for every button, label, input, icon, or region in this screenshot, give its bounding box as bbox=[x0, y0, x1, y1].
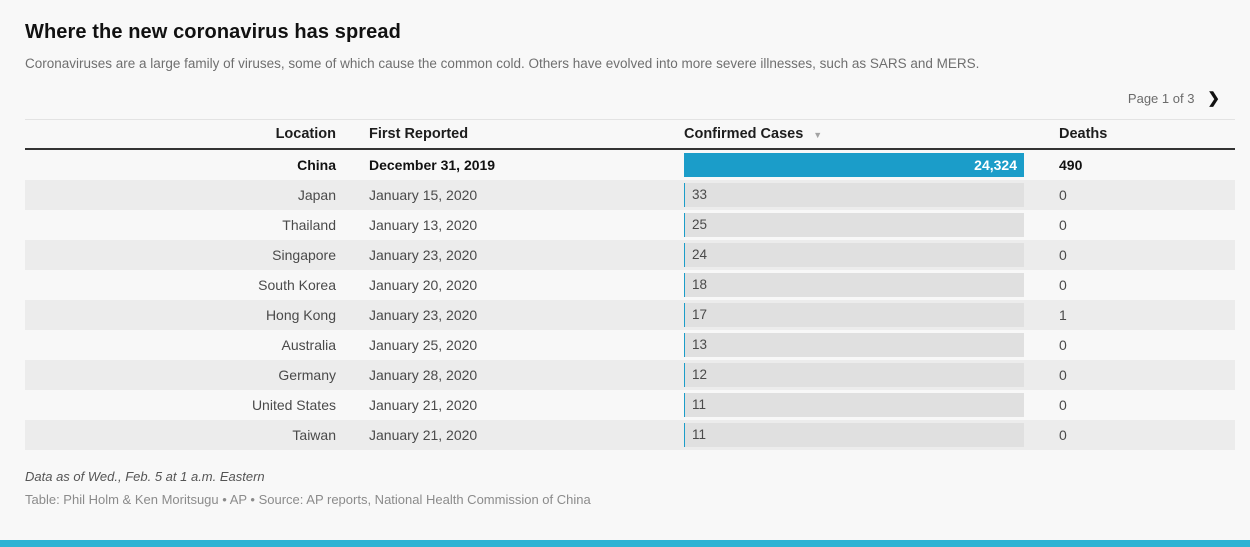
column-header-deaths[interactable]: Deaths bbox=[1059, 126, 1108, 142]
confirmed-cases-value: 24,324 bbox=[974, 157, 1017, 173]
cell-confirmed-cases: 11 bbox=[684, 423, 1024, 447]
cell-first-reported: January 25, 2020 bbox=[369, 337, 478, 353]
cell-first-reported: January 13, 2020 bbox=[369, 217, 478, 233]
table-row: Australia January 25, 2020 13 0 bbox=[25, 330, 1235, 360]
accent-bottom-bar bbox=[0, 540, 1250, 547]
cell-deaths: 0 bbox=[1059, 217, 1067, 233]
cell-location: Taiwan bbox=[292, 427, 336, 443]
cell-location: United States bbox=[251, 397, 336, 413]
confirmed-cases-value: 12 bbox=[692, 367, 708, 382]
table-row: Germany January 28, 2020 12 0 bbox=[25, 360, 1235, 390]
cell-first-reported: December 31, 2019 bbox=[369, 157, 496, 173]
cell-first-reported: January 28, 2020 bbox=[369, 367, 478, 383]
cell-confirmed-cases: 13 bbox=[684, 333, 1024, 357]
cell-confirmed-cases: 33 bbox=[684, 183, 1024, 207]
cell-first-reported: January 20, 2020 bbox=[369, 277, 478, 293]
cell-location: China bbox=[297, 157, 336, 173]
confirmed-cases-bar-track: 24 bbox=[684, 243, 1024, 267]
cell-confirmed-cases: 24 bbox=[684, 243, 1024, 267]
cell-location: South Korea bbox=[258, 277, 336, 293]
confirmed-cases-value: 17 bbox=[692, 307, 708, 322]
table-row: China December 31, 2019 24,324 490 bbox=[25, 150, 1235, 180]
table-row: Hong Kong January 23, 2020 17 1 bbox=[25, 300, 1235, 330]
confirmed-cases-bar-track: 13 bbox=[684, 333, 1024, 357]
table-row: Japan January 15, 2020 33 0 bbox=[25, 180, 1235, 210]
credit-line: Table: Phil Holm & Ken Moritsugu • AP • … bbox=[25, 492, 591, 507]
column-header-confirmed-cases-label: Confirmed Cases bbox=[684, 126, 804, 142]
cell-deaths: 490 bbox=[1059, 157, 1083, 173]
table-body: China December 31, 2019 24,324 490 Japan… bbox=[25, 150, 1235, 450]
cell-confirmed-cases: 12 bbox=[684, 363, 1024, 387]
pagination: Page 1 of 3 ❯ bbox=[25, 87, 1234, 109]
confirmed-cases-bar-track: 17 bbox=[684, 303, 1024, 327]
cell-deaths: 0 bbox=[1059, 277, 1067, 293]
chevron-right-icon: ❯ bbox=[1207, 89, 1220, 107]
table-row: Thailand January 13, 2020 25 0 bbox=[25, 210, 1235, 240]
cell-location: Australia bbox=[281, 337, 336, 353]
cell-confirmed-cases: 11 bbox=[684, 393, 1024, 417]
table-footer: Data as of Wed., Feb. 5 at 1 a.m. Easter… bbox=[25, 469, 1234, 507]
column-header-location[interactable]: Location bbox=[275, 126, 336, 142]
confirmed-cases-value: 18 bbox=[692, 277, 708, 292]
cell-confirmed-cases: 18 bbox=[684, 273, 1024, 297]
next-page-button[interactable]: ❯ bbox=[1207, 91, 1220, 106]
cell-location: Singapore bbox=[272, 247, 336, 263]
cell-deaths: 0 bbox=[1059, 187, 1067, 203]
confirmed-cases-bar-track: 18 bbox=[684, 273, 1024, 297]
confirmed-cases-value: 11 bbox=[692, 397, 707, 412]
cell-deaths: 0 bbox=[1059, 247, 1067, 263]
cell-deaths: 0 bbox=[1059, 397, 1067, 413]
table-header-row: Location First Reported Confirmed Cases … bbox=[25, 119, 1235, 150]
page-indicator: Page 1 of 3 bbox=[1127, 90, 1195, 106]
confirmed-cases-value: 13 bbox=[692, 337, 708, 352]
confirmed-cases-bar-track: 11 bbox=[684, 393, 1024, 417]
page-subtitle: Coronaviruses are a large family of viru… bbox=[25, 56, 980, 71]
confirmed-cases-bar-track: 33 bbox=[684, 183, 1024, 207]
page-title: Where the new coronavirus has spread bbox=[25, 21, 401, 43]
cell-deaths: 0 bbox=[1059, 367, 1067, 383]
cell-location: Hong Kong bbox=[265, 307, 336, 323]
data-table: Location First Reported Confirmed Cases … bbox=[25, 119, 1235, 450]
cell-confirmed-cases: 24,324 bbox=[684, 153, 1024, 177]
table-row: South Korea January 20, 2020 18 0 bbox=[25, 270, 1235, 300]
confirmed-cases-bar-track: 11 bbox=[684, 423, 1024, 447]
data-note: Data as of Wed., Feb. 5 at 1 a.m. Easter… bbox=[25, 469, 265, 484]
confirmed-cases-value: 33 bbox=[692, 187, 708, 202]
confirmed-cases-bar bbox=[684, 153, 1024, 177]
cell-location: Thailand bbox=[282, 217, 336, 233]
cell-deaths: 0 bbox=[1059, 427, 1067, 443]
cell-first-reported: January 21, 2020 bbox=[369, 427, 478, 443]
cell-confirmed-cases: 25 bbox=[684, 213, 1024, 237]
confirmed-cases-value: 24 bbox=[692, 247, 708, 262]
column-header-confirmed-cases[interactable]: Confirmed Cases ▼ bbox=[684, 126, 1024, 142]
confirmed-cases-bar-track: 25 bbox=[684, 213, 1024, 237]
cell-first-reported: January 15, 2020 bbox=[369, 187, 478, 203]
confirmed-cases-bar-track: 12 bbox=[684, 363, 1024, 387]
cell-first-reported: January 23, 2020 bbox=[369, 247, 478, 263]
confirmed-cases-bar-track: 24,324 bbox=[684, 153, 1024, 177]
cell-location: Japan bbox=[297, 187, 336, 203]
table-row: Taiwan January 21, 2020 11 0 bbox=[25, 420, 1235, 450]
confirmed-cases-value: 25 bbox=[692, 217, 708, 232]
column-header-first-reported[interactable]: First Reported bbox=[369, 126, 469, 142]
cell-deaths: 1 bbox=[1059, 307, 1067, 323]
cell-first-reported: January 21, 2020 bbox=[369, 397, 478, 413]
sort-desc-icon: ▼ bbox=[813, 130, 823, 140]
cell-location: Germany bbox=[278, 367, 336, 383]
table-widget: Where the new coronavirus has spread Cor… bbox=[25, 21, 1235, 507]
table-row: Singapore January 23, 2020 24 0 bbox=[25, 240, 1235, 270]
table-row: United States January 21, 2020 11 0 bbox=[25, 390, 1235, 420]
cell-deaths: 0 bbox=[1059, 337, 1067, 353]
confirmed-cases-value: 11 bbox=[692, 427, 707, 442]
cell-first-reported: January 23, 2020 bbox=[369, 307, 478, 323]
cell-confirmed-cases: 17 bbox=[684, 303, 1024, 327]
